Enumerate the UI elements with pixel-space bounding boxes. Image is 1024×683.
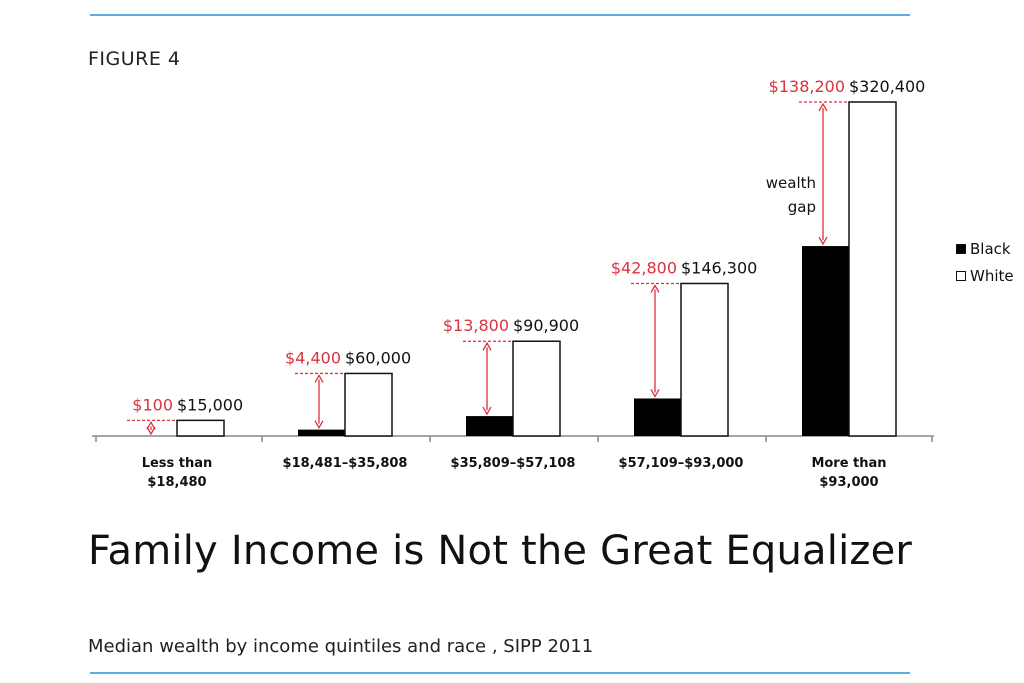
gap-arrow-head-top-4 xyxy=(818,102,828,112)
category-label-0-0: Less than xyxy=(142,456,213,471)
value-label-2: $90,900 xyxy=(513,316,579,335)
gap-arrow-head-bottom-1 xyxy=(314,420,324,429)
category-label-1-0: $18,481–$35,808 xyxy=(283,456,408,471)
annotation-wealth: wealth xyxy=(766,174,816,192)
white-bar-1 xyxy=(344,372,393,437)
black-bar-3 xyxy=(634,398,681,436)
gap-label-4: $138,200 xyxy=(769,77,845,96)
value-label-1: $60,000 xyxy=(345,348,411,367)
category-label-0-1: $18,480 xyxy=(147,475,206,490)
gap-arrow-head-top-2 xyxy=(482,341,492,351)
value-label-4: $320,400 xyxy=(849,77,925,96)
category-label-4-1: $93,000 xyxy=(819,475,878,490)
bottom-rule xyxy=(90,672,910,674)
legend-item-black: Black xyxy=(956,240,1011,258)
gap-arrow-head-bottom-3 xyxy=(650,389,660,398)
gap-arrow-head-bottom-0 xyxy=(146,426,156,436)
legend-label-black: Black xyxy=(970,240,1011,258)
legend-swatch-white xyxy=(956,271,966,281)
white-bar-2 xyxy=(512,340,561,437)
top-rule xyxy=(90,14,910,16)
value-label-3: $146,300 xyxy=(681,258,757,277)
gap-label-3: $42,800 xyxy=(611,258,677,277)
chart-title: Family Income is Not the Great Equalizer xyxy=(88,528,913,574)
legend-swatch-black xyxy=(956,244,966,254)
gap-label-2: $13,800 xyxy=(443,316,509,335)
value-label-0: $15,000 xyxy=(177,395,243,414)
white-bar-3 xyxy=(680,282,729,437)
annotation-gap: gap xyxy=(788,198,816,216)
gap-arrow-head-top-0 xyxy=(146,421,156,430)
legend-label-white: White xyxy=(970,267,1014,285)
white-bar-4 xyxy=(848,101,897,437)
gap-arrow-head-top-1 xyxy=(314,374,324,383)
gap-label-1: $4,400 xyxy=(285,348,341,367)
black-bar-2 xyxy=(466,416,513,436)
black-bar-1 xyxy=(298,429,345,436)
bar-chart: $100 $15,000 Less than $18,480 $4,400 $60,000… xyxy=(92,77,934,490)
category-label-2-0: $35,809–$57,108 xyxy=(451,456,576,471)
gap-label-0: $100 xyxy=(132,395,173,414)
category-label-4-0: More than xyxy=(811,456,886,471)
category-label-3-0: $57,109–$93,000 xyxy=(619,456,744,471)
gap-arrow-head-top-3 xyxy=(650,284,660,293)
chart-subtitle: Median wealth by income quintiles and ra… xyxy=(88,636,594,657)
gap-arrow-head-bottom-4 xyxy=(818,236,828,246)
legend-item-white: White xyxy=(956,267,1014,285)
figure-label: FIGURE 4 xyxy=(88,48,181,70)
white-bar-0 xyxy=(176,419,225,437)
gap-arrow-head-bottom-2 xyxy=(482,406,492,416)
black-bar-4 xyxy=(802,246,849,436)
